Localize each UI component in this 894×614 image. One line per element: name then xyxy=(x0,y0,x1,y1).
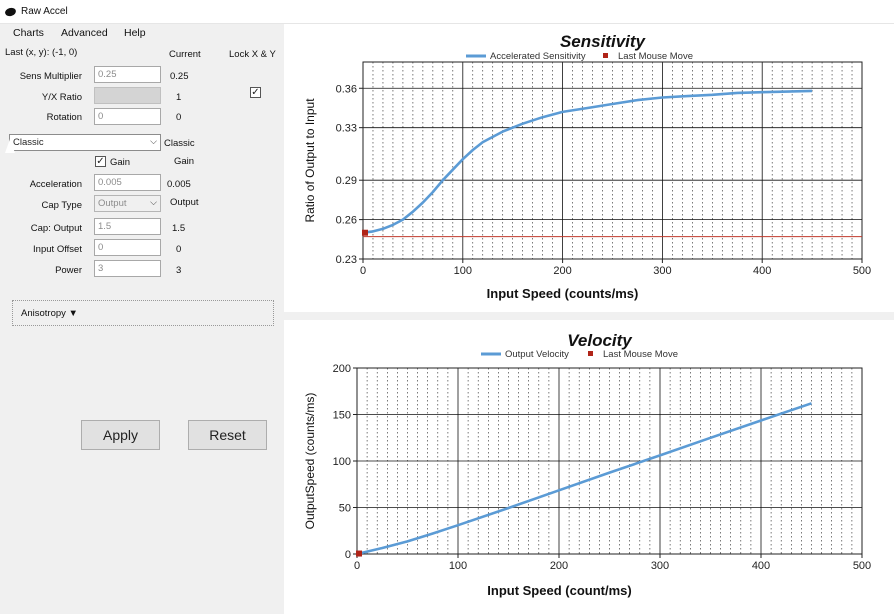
sensitivity-y-tick-label: 0.23 xyxy=(336,254,357,266)
sensitivity-legend-label: Accelerated Sensitivity xyxy=(490,51,586,62)
velocity-x-tick-label: 300 xyxy=(651,560,669,572)
cap-output-input[interactable]: 1.5 xyxy=(94,218,161,235)
sensitivity-y-tick-label: 0.33 xyxy=(336,123,357,135)
rotation-label: Rotation xyxy=(46,112,82,123)
acceleration-input[interactable]: 0.005 xyxy=(94,174,161,191)
velocity-x-tick-label: 500 xyxy=(853,560,871,572)
velocity-y-tick-label: 0 xyxy=(345,549,351,561)
sens-multiplier-current: 0.25 xyxy=(170,71,189,82)
gain-checkbox[interactable]: ✓ xyxy=(95,156,106,167)
gain-current: Gain xyxy=(174,156,195,167)
cap-output-current: 1.5 xyxy=(172,223,186,234)
sensitivity-x-tick-label: 400 xyxy=(753,265,771,277)
apply-button[interactable]: Apply xyxy=(81,420,160,450)
sensitivity-plot-frame xyxy=(362,61,863,260)
velocity-y-tick-label: 50 xyxy=(339,503,351,515)
velocity-chart-title: Velocity xyxy=(567,331,633,350)
input-offset-label: Input Offset xyxy=(33,244,82,255)
velocity-series-line xyxy=(356,402,812,556)
sens-multiplier-input[interactable]: 0.25 xyxy=(94,66,161,83)
yx-ratio-input xyxy=(94,87,161,104)
current-header: Current xyxy=(169,49,201,60)
lock-xy-checkbox[interactable]: ✓ xyxy=(250,87,261,98)
sensitivity-y-tick-label: 0.36 xyxy=(336,83,357,95)
chart-divider xyxy=(284,312,894,320)
menu-bar: Charts Advanced Help xyxy=(0,24,284,42)
power-current: 3 xyxy=(176,265,182,276)
sensitivity-x-tick-label: 300 xyxy=(653,265,671,277)
sensitivity-chart-title: Sensitivity xyxy=(560,32,647,51)
menu-charts[interactable]: Charts xyxy=(13,27,44,39)
velocity-x-tick-label: 400 xyxy=(752,560,770,572)
accel-mode-value: Classic xyxy=(13,137,44,148)
title-bar: Raw Accel xyxy=(0,0,894,24)
chevron-down-icon: ⌵ xyxy=(150,136,157,146)
accel-mode-dropdown[interactable]: Classic ⌵ xyxy=(9,134,161,151)
velocity-last-mouse-move-point xyxy=(356,550,363,557)
last-xy-label: Last (x, y): (-1, 0) xyxy=(5,47,78,58)
velocity-legend-swatch-point xyxy=(588,351,593,356)
anisotropy-group[interactable]: Anisotropy ▼ xyxy=(12,300,274,326)
menu-advanced[interactable]: Advanced xyxy=(61,27,108,39)
reset-button[interactable]: Reset xyxy=(188,420,267,450)
cap-type-dropdown[interactable]: Output ⌵ xyxy=(94,195,161,212)
sensitivity-y-tick-label: 0.29 xyxy=(336,175,357,187)
sensitivity-x-axis-label: Input Speed (counts/ms) xyxy=(487,286,639,301)
window-title: Raw Accel xyxy=(21,6,68,17)
velocity-x-axis-label: Input Speed (count/ms) xyxy=(487,583,631,598)
sens-multiplier-label: Sens Multiplier xyxy=(19,71,82,82)
input-offset-input[interactable]: 0 xyxy=(94,239,161,256)
gain-label: Gain xyxy=(110,157,131,168)
power-input[interactable]: 3 xyxy=(94,260,161,277)
velocity-y-axis-label: OutputSpeed (counts/ms) xyxy=(303,393,317,530)
yx-ratio-current: 1 xyxy=(176,92,182,103)
yx-ratio-label: Y/X Ratio xyxy=(41,92,82,103)
sensitivity-legend-swatch-point xyxy=(603,53,608,58)
sensitivity-x-tick-label: 500 xyxy=(853,265,871,277)
velocity-legend-label: Last Mouse Move xyxy=(603,349,678,360)
mouse-cursor-icon xyxy=(5,139,15,153)
velocity-y-tick-label: 200 xyxy=(333,363,351,375)
sensitivity-last-mouse-move-point xyxy=(361,229,368,236)
velocity-y-tick-label: 150 xyxy=(333,410,351,422)
menu-help[interactable]: Help xyxy=(124,27,146,39)
acceleration-label: Acceleration xyxy=(29,179,82,190)
sensitivity-x-tick-label: 0 xyxy=(360,265,366,277)
cap-type-value: Output xyxy=(98,198,127,209)
chevron-down-icon: ⌵ xyxy=(150,197,157,207)
velocity-legend-label: Output Velocity xyxy=(505,349,569,360)
sensitivity-legend-label: Last Mouse Move xyxy=(618,51,693,62)
rotation-input[interactable]: 0 xyxy=(94,108,161,125)
settings-panel: Last (x, y): (-1, 0) Current Lock X & Y … xyxy=(0,42,284,614)
velocity-y-tick-label: 100 xyxy=(333,456,351,468)
sensitivity-x-tick-label: 200 xyxy=(553,265,571,277)
lock-xy-header: Lock X & Y xyxy=(229,49,276,60)
sensitivity-y-axis-label: Ratio of Output to Input xyxy=(303,98,317,223)
rotation-current: 0 xyxy=(176,112,182,123)
power-label: Power xyxy=(55,265,82,276)
sensitivity-series-line xyxy=(362,89,813,234)
sensitivity-x-tick-label: 100 xyxy=(454,265,472,277)
velocity-x-tick-label: 100 xyxy=(449,560,467,572)
input-offset-current: 0 xyxy=(176,244,182,255)
velocity-x-tick-label: 0 xyxy=(354,560,360,572)
cap-type-current: Output xyxy=(170,197,199,208)
sensitivity-y-tick-label: 0.26 xyxy=(336,215,357,227)
accel-mode-current: Classic xyxy=(164,138,195,149)
cap-type-label: Cap Type xyxy=(41,200,83,211)
velocity-x-tick-label: 200 xyxy=(550,560,568,572)
anisotropy-toggle[interactable]: Anisotropy ▼ xyxy=(21,308,78,319)
acceleration-current: 0.005 xyxy=(167,179,191,190)
cap-output-label: Cap: Output xyxy=(30,223,82,234)
